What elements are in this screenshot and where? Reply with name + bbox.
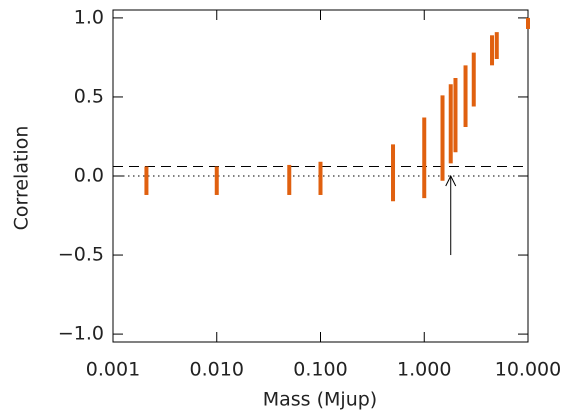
y-tick-label: 0.5 [74, 85, 104, 107]
arrow-head [445, 174, 457, 187]
x-tick-label: 0.001 [86, 359, 140, 381]
y-tick-label: 0.0 [74, 165, 104, 187]
x-tick-label: 0.010 [190, 359, 244, 381]
y-tick-label: 1.0 [74, 6, 104, 28]
y-axis-label: Correlation [11, 126, 33, 231]
y-tick-label: −0.5 [58, 244, 104, 266]
y-tick-label: −1.0 [58, 323, 104, 345]
x-axis-label: Mass (Mjup) [263, 389, 377, 411]
x-tick-label: 0.100 [293, 359, 347, 381]
x-tick-label: 1.000 [397, 359, 451, 381]
x-tick-label: 10.000 [495, 359, 561, 381]
